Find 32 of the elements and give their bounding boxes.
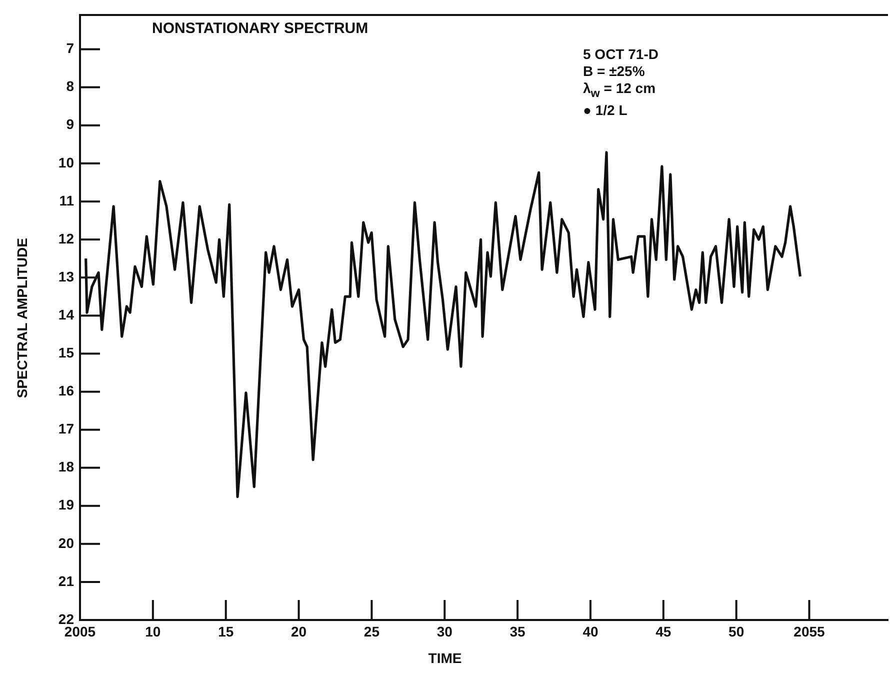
y-tick-label: 21 [58, 572, 74, 589]
x-tick-label: 10 [145, 623, 161, 640]
y-tick-label: 15 [58, 344, 74, 361]
x-tick-label: 25 [364, 623, 380, 640]
y-tick-label: 14 [58, 306, 74, 322]
annotation: B = ±25% [583, 63, 646, 80]
y-axis-title: SPECTRAL AMPLITUDE [14, 236, 30, 400]
x-tick-label: 50 [728, 623, 744, 640]
annotation: 5 OCT 71-D [583, 46, 658, 63]
annotation: ● 1/2 L [583, 102, 628, 119]
y-tick-label: 18 [58, 458, 74, 475]
x-tick-label: 20 [290, 623, 307, 640]
x-axis-title: TIME [427, 650, 463, 666]
x-tick-label: 15 [218, 623, 234, 640]
y-tick-label: 10 [58, 154, 74, 170]
y-tick-label: 9 [66, 116, 74, 132]
chart-title: NONSTATIONARY SPECTRUM [152, 20, 368, 37]
y-tick-label: 16 [58, 382, 74, 399]
annotation: λ$_{w}$ = 12 cm [583, 80, 657, 102]
y-tick-label: 20 [58, 534, 74, 551]
x-tick-label: 40 [582, 623, 598, 640]
y-tick-label: 19 [58, 496, 74, 513]
x-tick-label: 2055 [794, 623, 826, 640]
x-tick-label: 45 [656, 623, 672, 640]
y-tick-label: 13 [58, 268, 74, 284]
y-tick-label: 11 [59, 192, 74, 208]
y-tick-label: 12 [58, 230, 74, 246]
x-tick-label: 30 [436, 623, 453, 640]
y-tick-label: 8 [66, 78, 74, 94]
x-tick-label: 35 [510, 623, 526, 640]
y-tick-label: 7 [66, 40, 74, 56]
y-tick-label: 17 [58, 420, 74, 437]
